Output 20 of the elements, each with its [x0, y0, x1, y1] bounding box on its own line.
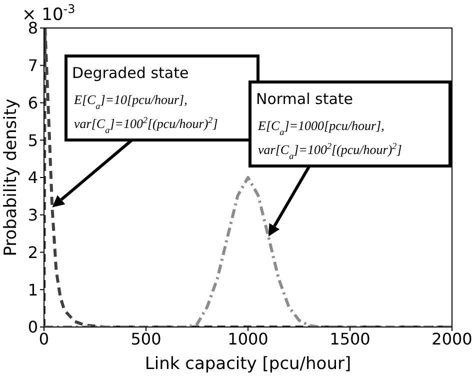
x-tick-label: 1000: [228, 329, 268, 348]
line-series: [44, 176, 452, 327]
y-tick-label: 3: [28, 206, 38, 225]
y-tick-label: 7: [28, 56, 38, 76]
x-tick-label: 500: [130, 329, 162, 348]
annotation: var[C$_{a}$]=100$^{2}$[(pcu/hour)$^{2}$]: [74, 115, 218, 135]
y-tick-label: 2: [28, 242, 38, 262]
annotation: var[C$_{a}$]=100$^{2}$[(pcu/hour)$^{2}$]: [258, 141, 402, 161]
x-tick-label: 2000: [432, 329, 472, 348]
y-tick-label: 6: [28, 93, 38, 112]
y-tick-label: 1: [28, 280, 38, 300]
annotation: Degraded state: [72, 64, 189, 82]
annotation: Normal state: [256, 90, 354, 108]
y-axis-title: Probability density: [1, 98, 21, 256]
annotation: E[C$_{a}$]=10[pcu/hour],: [73, 92, 188, 111]
annotation: E[C$_{a}$]=1000[pcu/hour],: [257, 118, 384, 137]
x-tick-label: 1500: [330, 329, 370, 348]
y-tick-label: 5: [28, 130, 38, 150]
y-tick-label: 4: [28, 168, 38, 188]
x-axis-title: Link capacity [pcu/hour]: [144, 354, 352, 374]
